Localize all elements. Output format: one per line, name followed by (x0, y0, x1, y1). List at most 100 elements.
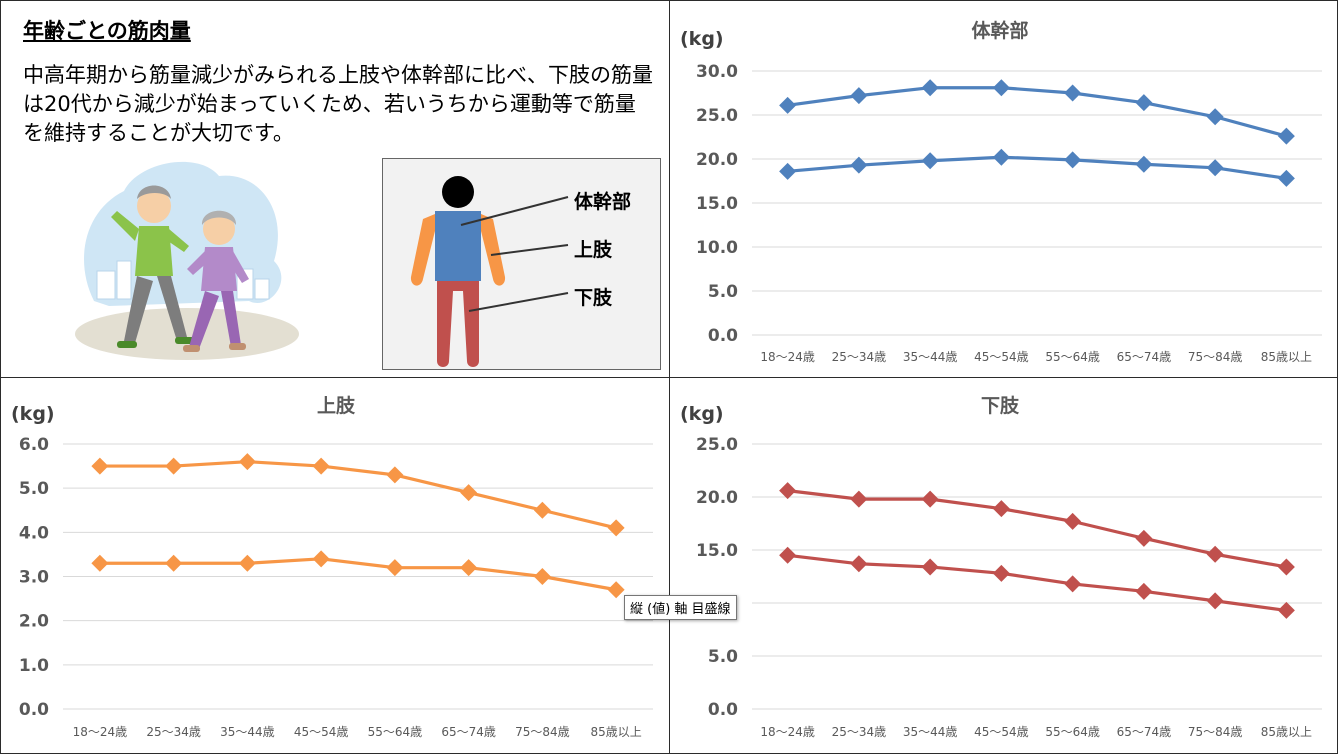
x-tick-label: 35〜44歳 (903, 350, 958, 364)
data-point (91, 554, 109, 572)
lower-limb-chart-panel: 0.0 5.0 15.0 20.0 25.0 下肢 (kg) 18〜24歳 25〜34歳 35〜4… (669, 377, 1338, 754)
data-point (312, 550, 330, 568)
data-point (779, 546, 797, 564)
x-tick-label: 18〜24歳 (760, 350, 815, 364)
x-tick-label: 65〜74歳 (441, 725, 496, 739)
y-tick-label: 1.0 (19, 656, 49, 676)
x-tick-label: 25〜34歳 (832, 350, 887, 364)
data-point (533, 568, 551, 585)
chart-title: 下肢 (981, 394, 1020, 417)
x-tick-label: 75〜84歳 (1188, 350, 1243, 364)
body-figure (410, 176, 569, 367)
data-point (1277, 169, 1295, 187)
walking-seniors-illustration (75, 161, 299, 360)
trunk-chart-panel: 0.0 5.0 10.0 15.0 20.0 25.0 30.0 体幹部 (kg) 18〜24歳 2… (669, 0, 1338, 378)
data-point (921, 558, 939, 576)
y-tick-label: 0.0 (708, 700, 738, 720)
y-tick-label: 15.0 (696, 194, 738, 214)
x-tick-label: 85歳以上 (590, 725, 641, 739)
data-point (238, 453, 256, 471)
series-line-1 (99, 460, 617, 530)
data-point (607, 581, 625, 599)
x-tick-label: 45〜54歳 (974, 725, 1029, 739)
x-tick-label: 45〜54歳 (294, 725, 349, 739)
data-point (850, 555, 868, 573)
data-point (386, 466, 404, 484)
pointer-trunk (460, 196, 569, 226)
chart-title: 体幹部 (971, 19, 1028, 42)
data-point (238, 554, 256, 572)
data-point (1064, 512, 1082, 530)
x-tick-label: 35〜44歳 (220, 725, 275, 739)
x-tick-label: 65〜74歳 (1117, 350, 1172, 364)
x-tick-label: 18〜24歳 (73, 725, 128, 739)
y-tick-label: 5.0 (708, 647, 738, 667)
lower-limb-chart: 0.0 5.0 15.0 20.0 25.0 下肢 (kg) 18〜24歳 25〜34歳 35〜4… (680, 394, 1322, 739)
y-tick-label: 20.0 (696, 150, 738, 170)
page-title: 年齢ごとの筋肉量 (23, 19, 191, 43)
city-buildings (96, 260, 270, 300)
data-point (1206, 159, 1224, 177)
figure-left-arm (410, 214, 435, 286)
chart-title: 上肢 (317, 394, 356, 417)
data-point (992, 148, 1010, 166)
data-point (1135, 155, 1153, 173)
x-tick-label: 75〜84歳 (1188, 725, 1243, 739)
data-point (992, 79, 1010, 97)
info-panel: 年齢ごとの筋肉量 中高年期から筋量減少がみられる上肢や体幹部に比べ、下肢の筋量は… (0, 0, 670, 378)
figure-label-trunk: 体幹部 (574, 191, 632, 213)
data-point (1064, 151, 1082, 169)
data-point (921, 152, 939, 170)
data-point (312, 457, 330, 475)
x-tick-label: 55〜64歳 (1045, 725, 1100, 739)
y-tick-label: 20.0 (696, 488, 738, 508)
figure-right-arm (481, 214, 506, 286)
data-point (607, 519, 625, 537)
x-tick-label: 65〜74歳 (1117, 725, 1172, 739)
x-tick-label: 35〜44歳 (903, 725, 958, 739)
description-text: 中高年期から筋量減少がみられる上肢や体幹部に比べ、下肢の筋量は20代から減少が始… (23, 63, 653, 145)
x-tick-label: 55〜64歳 (1045, 350, 1100, 364)
y-tick-label: 30.0 (696, 62, 738, 82)
data-point (779, 162, 797, 180)
y-unit-label: (kg) (680, 403, 724, 425)
data-point (1277, 601, 1295, 619)
data-point (1064, 84, 1082, 102)
data-point (992, 564, 1010, 582)
data-point (1064, 575, 1082, 593)
ground-shadow (75, 308, 299, 360)
y-tick-label: 25.0 (696, 106, 738, 126)
y-tick-label: 15.0 (696, 541, 738, 561)
x-tick-label: 75〜84歳 (515, 725, 570, 739)
y-tick-label: 5.0 (19, 479, 49, 499)
data-point (460, 484, 478, 502)
data-point (165, 554, 183, 572)
data-point (91, 457, 109, 475)
x-tick-label: 18〜24歳 (760, 725, 815, 739)
data-point (992, 500, 1010, 518)
data-point (1206, 108, 1224, 126)
data-point (1135, 94, 1153, 112)
trunk-chart: 0.0 5.0 10.0 15.0 20.0 25.0 30.0 体幹部 (kg) 18〜24歳 2… (680, 19, 1322, 364)
senior-woman (183, 210, 249, 352)
y-tick-label: 6.0 (19, 435, 49, 455)
y-tick-label: 0.0 (19, 700, 49, 720)
data-point (1277, 127, 1295, 145)
data-point (921, 79, 939, 97)
y-tick-label: 4.0 (19, 523, 49, 543)
data-point (850, 156, 868, 174)
x-tick-label: 45〜54歳 (974, 350, 1029, 364)
y-tick-label: 25.0 (696, 435, 738, 455)
x-tick-label: 85歳以上 (1261, 350, 1312, 364)
figure-legs (437, 281, 479, 367)
y-unit-label: (kg) (680, 28, 724, 50)
data-point (850, 490, 868, 508)
data-point (779, 482, 797, 500)
series-line-1 (787, 489, 1287, 569)
upper-limb-chart: 0.0 1.0 2.0 3.0 4.0 5.0 6.0 上肢 (kg) 18〜24歳 25〜34歳 3… (11, 394, 653, 739)
series-line-1 (787, 86, 1287, 138)
data-point (533, 501, 551, 519)
data-point (386, 559, 404, 577)
gridline-tooltip: 縦 (値) 軸 目盛線 (624, 595, 737, 620)
data-point (1135, 529, 1153, 547)
